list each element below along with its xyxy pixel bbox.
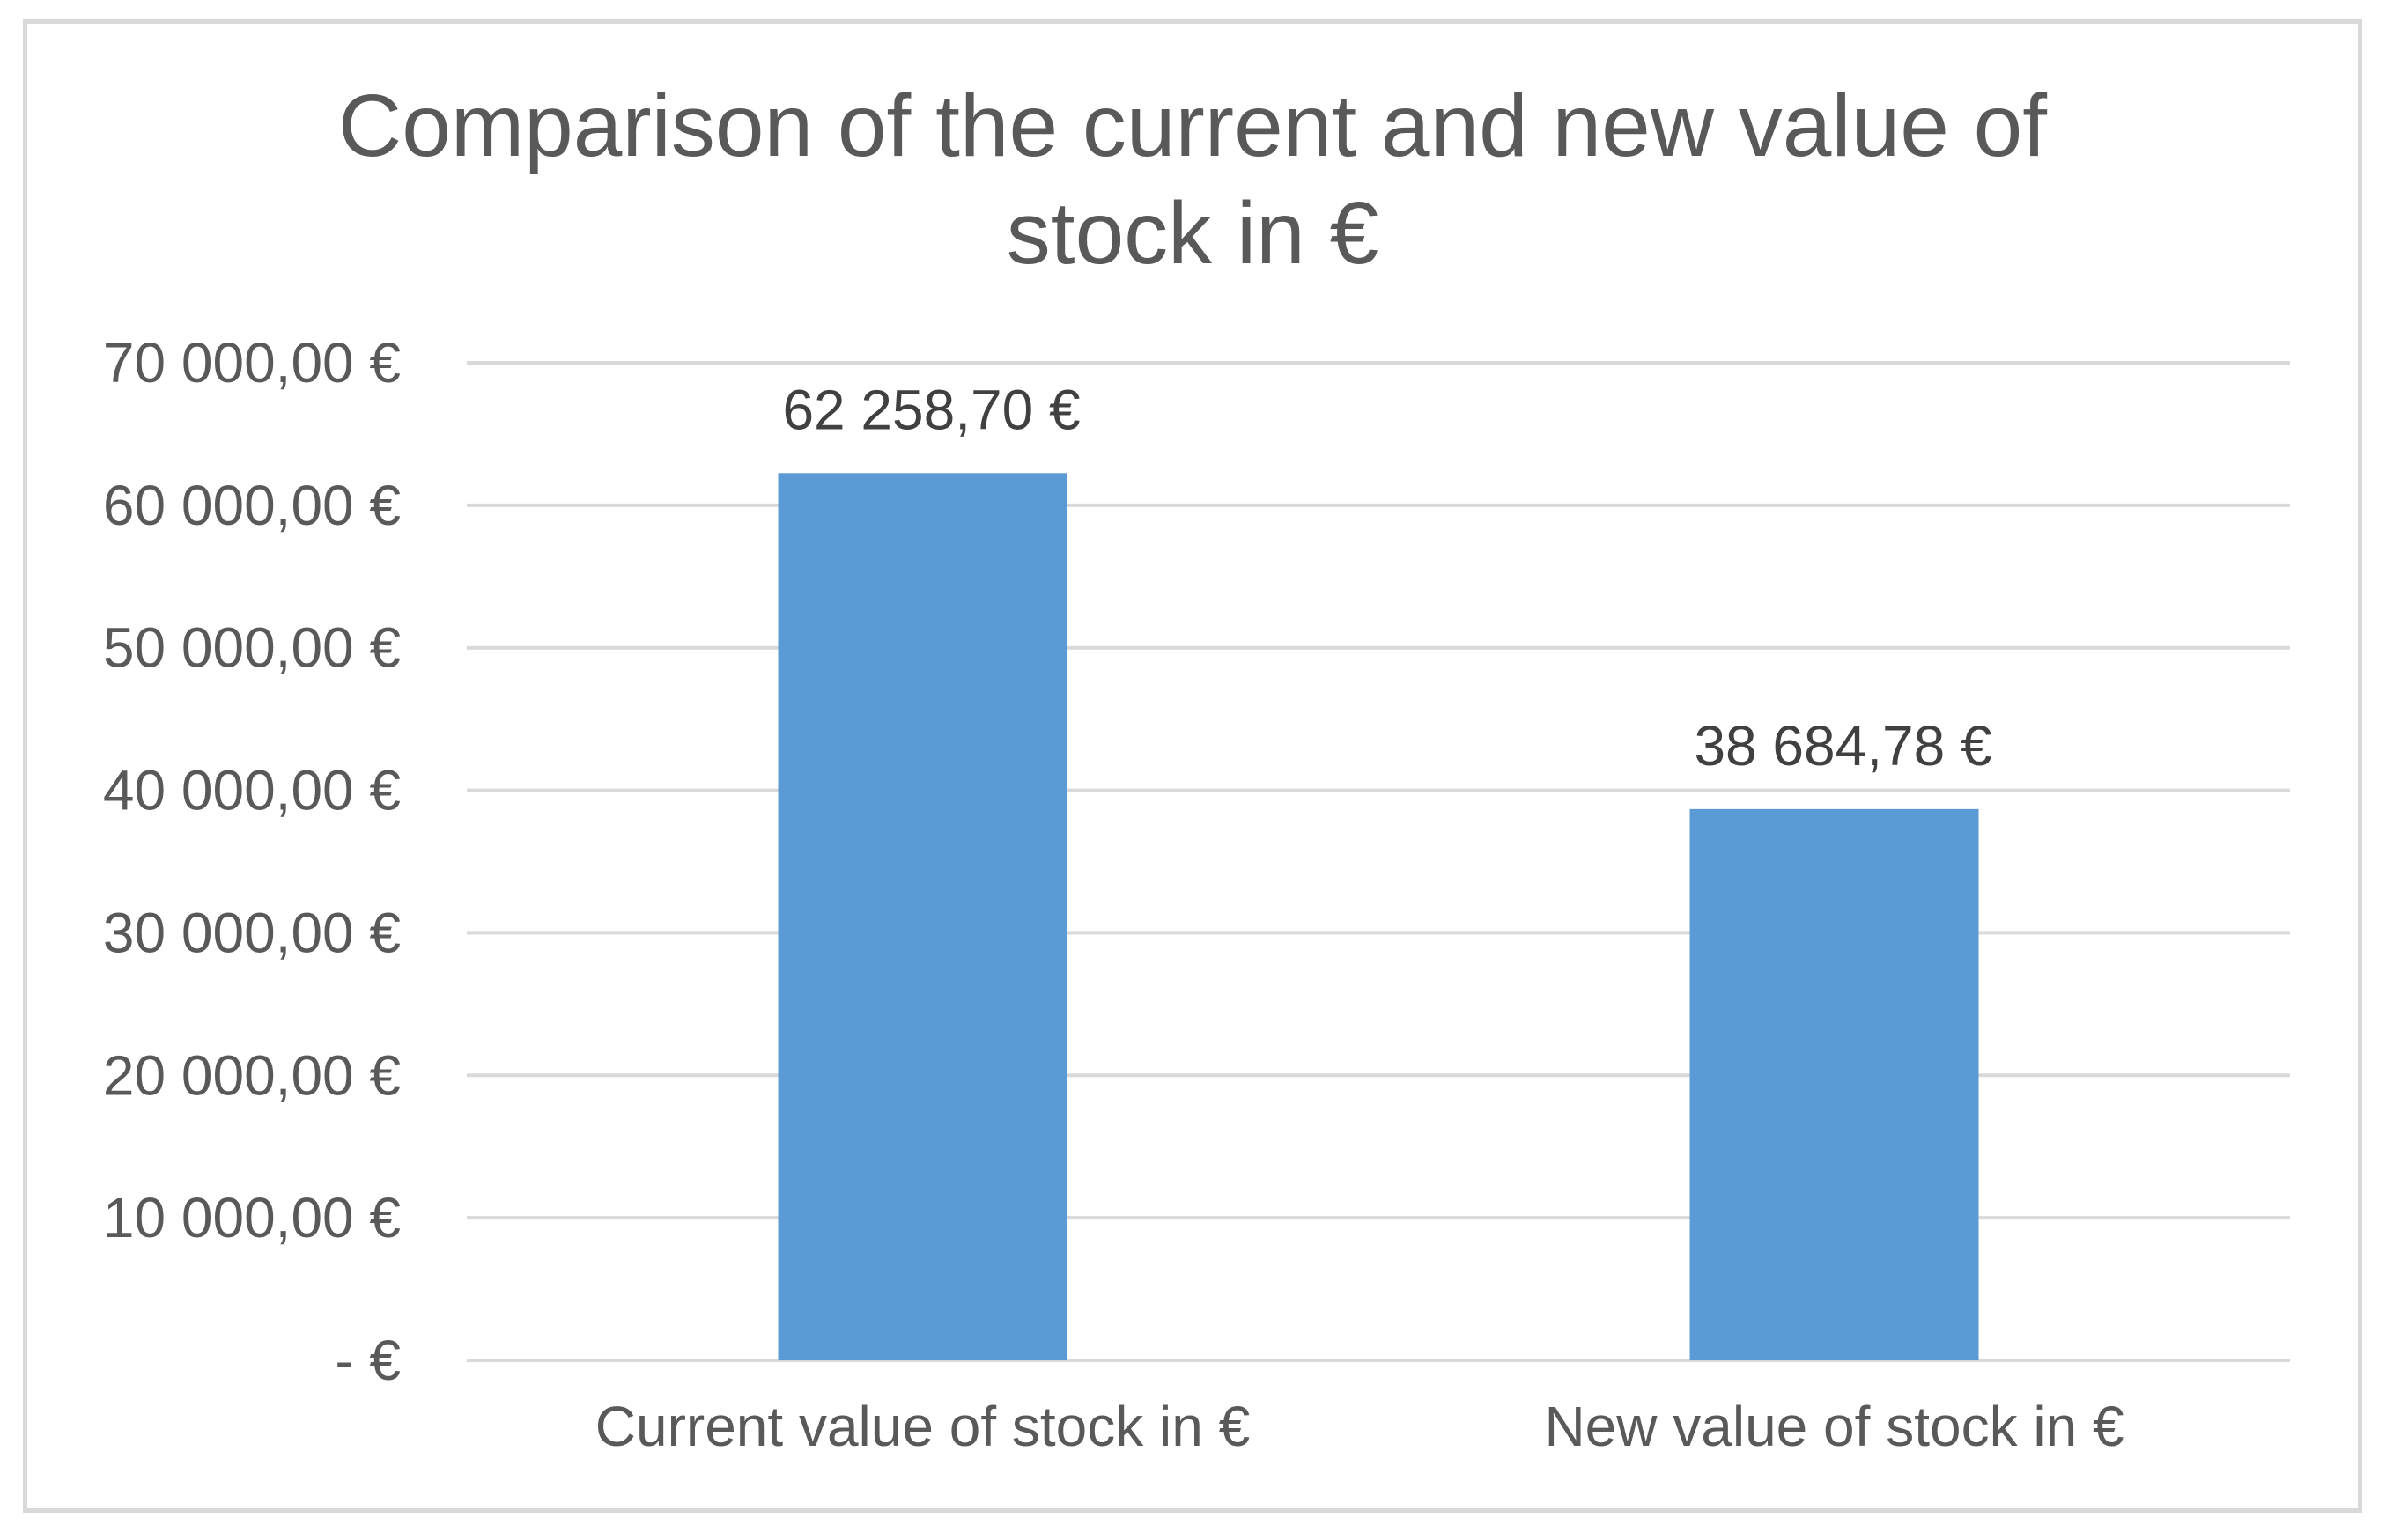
y-tick-label: - € [335, 1329, 401, 1392]
x-tick-label: New value of stock in € [1544, 1395, 2124, 1458]
y-tick-label: 50 000,00 € [103, 616, 401, 680]
y-axis-tick-labels: - € 10 000,00 € 20 000,00 € 30 000,00 € 40 0… [103, 331, 401, 1392]
x-tick-label: Current value of stock in € [595, 1395, 1250, 1458]
y-tick-label: 40 000,00 € [103, 759, 401, 822]
x-axis-tick-labels: Current value of stock in € New value of … [595, 1395, 2124, 1458]
chart-title-text: Comparison of the current and new value … [338, 77, 2047, 283]
data-label: 38 684,78 € [1694, 714, 1991, 777]
bar [1689, 808, 1979, 1360]
bar [778, 473, 1067, 1360]
y-tick-label: 70 000,00 € [103, 331, 401, 394]
data-labels: 62 258,70 € 38 684,78 € [782, 378, 1991, 777]
gridlines [467, 361, 2290, 1362]
bars [778, 473, 1979, 1360]
y-tick-label: 30 000,00 € [103, 901, 401, 964]
y-tick-label: 60 000,00 € [103, 474, 401, 537]
y-tick-label: 10 000,00 € [103, 1186, 401, 1249]
y-tick-label: 20 000,00 € [103, 1043, 401, 1107]
chart-title: Comparison of the current and new value … [23, 72, 2362, 287]
data-label: 62 258,70 € [782, 378, 1080, 441]
